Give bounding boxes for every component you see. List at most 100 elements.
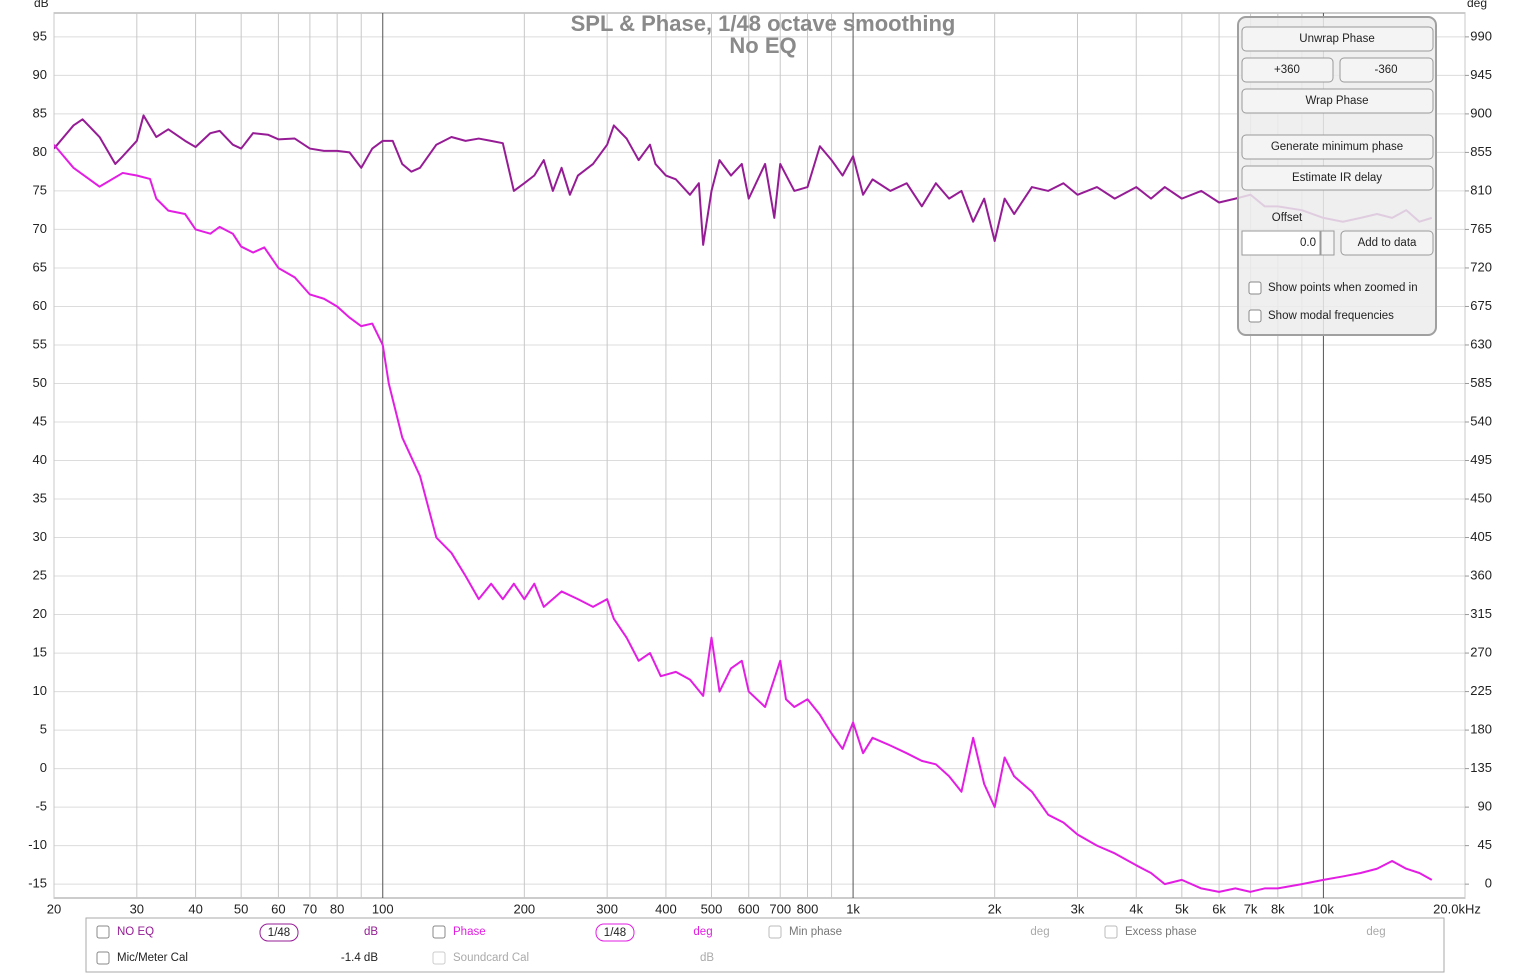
y2-tick-label: 180 <box>1470 722 1492 737</box>
checkbox-label: Show points when zoomed in <box>1268 282 1418 294</box>
checkbox[interactable] <box>1248 309 1262 323</box>
offset-input[interactable] <box>1241 230 1321 256</box>
y-tick-label: 75 <box>33 182 47 197</box>
y-tick-label: 70 <box>33 221 47 236</box>
checkbox[interactable] <box>96 925 110 939</box>
y-tick-label: -15 <box>28 876 47 891</box>
y-tick-label: 15 <box>33 645 47 660</box>
button-label: +360 <box>1274 64 1300 76</box>
button-label: -360 <box>1374 64 1397 76</box>
x-tick-label: 400 <box>655 901 677 916</box>
offset-spinner[interactable] <box>1320 230 1335 256</box>
legend-bg <box>85 917 1445 973</box>
y-tick-label: 55 <box>33 336 47 351</box>
button-label: Estimate IR delay <box>1292 172 1382 184</box>
checkbox[interactable] <box>768 925 782 939</box>
unit-label: deg <box>1030 926 1049 938</box>
series-line <box>54 114 1433 246</box>
x-tick-label: 6k <box>1212 901 1226 916</box>
y2-tick-label: 495 <box>1470 452 1492 467</box>
chart-title: SPL & Phase, 1/48 octave smoothing <box>571 11 956 36</box>
offset-label: Offset <box>1272 212 1303 224</box>
x-tick-label: 300 <box>596 901 618 916</box>
x-tick-label: 5k <box>1175 901 1189 916</box>
y-tick-label: 35 <box>33 490 47 505</box>
smoothing-label: 1/48 <box>604 927 626 939</box>
y2-tick-label: 315 <box>1470 606 1492 621</box>
button-label: Wrap Phase <box>1305 95 1368 107</box>
smoothing-badge[interactable] <box>595 923 635 942</box>
x-tick-label: 10k <box>1313 901 1334 916</box>
y-tick-label: 25 <box>33 567 47 582</box>
x-tick-label: 20 <box>47 901 61 916</box>
plus-button[interactable]: +360 <box>1241 57 1334 83</box>
y-tick-label: 95 <box>33 28 47 43</box>
legend-entry: Min phase <box>789 926 842 938</box>
wrap-button[interactable]: Wrap Phase <box>1241 88 1434 114</box>
checkbox[interactable] <box>1248 281 1262 295</box>
y2-tick-label: 810 <box>1470 182 1492 197</box>
x-tick-label: 600 <box>738 901 760 916</box>
checkbox[interactable] <box>432 925 446 939</box>
x-tick-label: 100 <box>372 901 394 916</box>
y-tick-label: 30 <box>33 529 47 544</box>
add-button[interactable]: Add to data <box>1340 230 1434 256</box>
x-tick-label: 2k <box>988 901 1002 916</box>
y2-tick-label: 990 <box>1470 28 1492 43</box>
smoothing-badge[interactable] <box>259 923 299 942</box>
y-axis-label: dB <box>34 0 49 10</box>
y-tick-label: 45 <box>33 413 47 428</box>
y-tick-label: 40 <box>33 452 47 467</box>
minus-button[interactable]: -360 <box>1339 57 1434 83</box>
y2-tick-label: 540 <box>1470 413 1492 428</box>
y2-tick-label: 405 <box>1470 529 1492 544</box>
y2-tick-label: 135 <box>1470 760 1492 775</box>
x-tick-label: 80 <box>330 901 344 916</box>
y2-tick-label: 585 <box>1470 375 1492 390</box>
x-tick-label: 8k <box>1271 901 1285 916</box>
legend-entry: NO EQ <box>117 926 154 938</box>
chart-subtitle: No EQ <box>729 33 796 58</box>
x-tick-label: 7k <box>1244 901 1258 916</box>
y2-tick-label: 675 <box>1470 298 1492 313</box>
unwrap-button[interactable]: Unwrap Phase <box>1241 26 1434 52</box>
y-tick-label: -10 <box>28 837 47 852</box>
x-tick-label: 500 <box>701 901 723 916</box>
y2-tick-label: 90 <box>1478 799 1492 814</box>
button-label: Unwrap Phase <box>1299 33 1374 45</box>
ir-delay-button[interactable]: Estimate IR delay <box>1241 165 1434 191</box>
y-tick-label: 20 <box>33 606 47 621</box>
y2-tick-label: 450 <box>1470 490 1492 505</box>
checkbox[interactable] <box>432 951 446 965</box>
x-tick-label: 30 <box>130 901 144 916</box>
x-tick-label: 40 <box>188 901 202 916</box>
checkbox[interactable] <box>1104 925 1118 939</box>
y-tick-label: 90 <box>33 67 47 82</box>
button-label: Generate minimum phase <box>1271 141 1403 153</box>
y-tick-label: 10 <box>33 683 47 698</box>
y2-tick-label: 900 <box>1470 105 1492 120</box>
plot-area <box>53 12 1466 899</box>
x-tick-label: 800 <box>797 901 819 916</box>
y-tick-label: 50 <box>33 375 47 390</box>
checkbox[interactable] <box>96 951 110 965</box>
x-tick-label: 20.0kHz <box>1433 901 1481 916</box>
x-tick-label: 60 <box>271 901 285 916</box>
y2-tick-label: 765 <box>1470 221 1492 236</box>
y-tick-label: 85 <box>33 105 47 120</box>
legend-entry: Excess phase <box>1125 926 1197 938</box>
y-tick-label: 5 <box>40 722 47 737</box>
y2-tick-label: 630 <box>1470 336 1492 351</box>
y2-tick-label: 0 <box>1485 876 1492 891</box>
x-tick-label: 3k <box>1071 901 1085 916</box>
unit-label: dB <box>364 926 378 938</box>
y2-tick-label: 270 <box>1470 645 1492 660</box>
y2-tick-label: 720 <box>1470 259 1492 274</box>
unit-label: deg <box>1366 926 1385 938</box>
phase-panel: Unwrap Phase +360 -360 Wrap Phase Genera… <box>1237 16 1437 336</box>
y2-tick-label: 45 <box>1478 837 1492 852</box>
y2-tick-label: 225 <box>1470 683 1492 698</box>
min-phase-button[interactable]: Generate minimum phase <box>1241 134 1434 160</box>
y2-tick-label: 945 <box>1470 67 1492 82</box>
x-tick-label: 200 <box>513 901 535 916</box>
